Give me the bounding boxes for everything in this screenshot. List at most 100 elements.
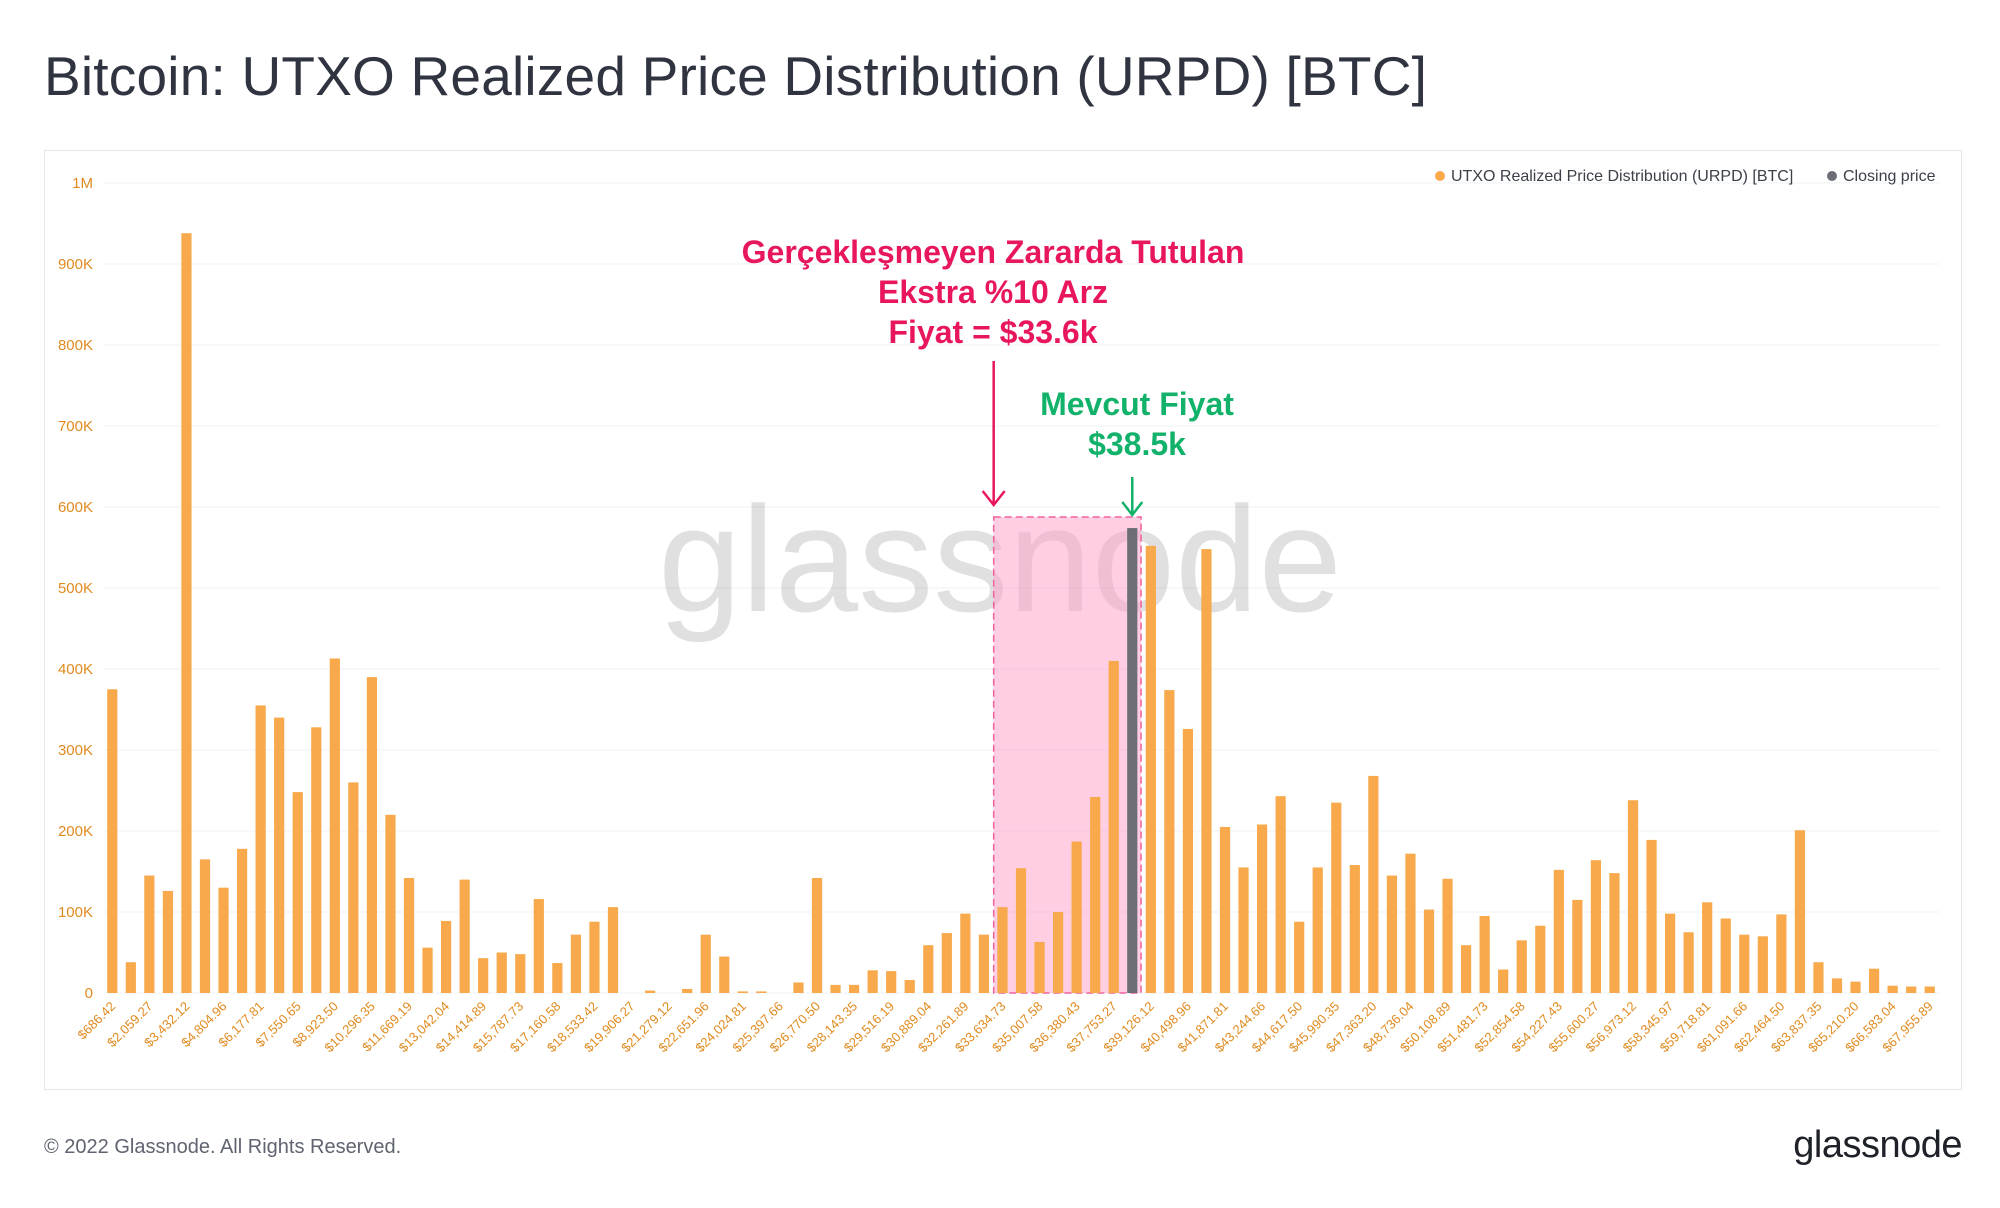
urpd-chart: 0100K200K300K400K500K600K700K800K900K1Mg… (58, 168, 1939, 1055)
y-tick-label: 300K (58, 742, 93, 759)
urpd-bar (552, 963, 563, 993)
page-title: Bitcoin: UTXO Realized Price Distributio… (44, 45, 1428, 107)
supply-arrow-head (981, 490, 1006, 508)
urpd-bar (1015, 868, 1027, 993)
urpd-bar (1368, 775, 1379, 993)
urpd-bar (144, 875, 155, 993)
y-tick-label: 1M (72, 175, 93, 192)
urpd-bar (1256, 824, 1268, 993)
urpd-bar (348, 782, 359, 993)
urpd-bar (255, 705, 266, 993)
urpd-bar (1813, 962, 1824, 993)
copyright-text: © 2022 Glassnode. All Rights Reserved. (44, 1136, 402, 1158)
y-tick-label: 0 (85, 985, 93, 1002)
supply-annotation-line: Gerçekleşmeyen Zararda Tutulan (742, 234, 1245, 270)
urpd-bar (682, 988, 693, 993)
urpd-bar (1182, 728, 1194, 993)
urpd-bar (385, 814, 396, 993)
supply-loss-highlight-band (992, 516, 1142, 994)
urpd-bar (218, 887, 229, 993)
legend-closing-price-label: Closing price (1843, 168, 1936, 185)
urpd-bar (867, 970, 878, 993)
urpd-bar (978, 934, 990, 993)
glassnode-logo: glassnode (1793, 1124, 1962, 1166)
urpd-bar (719, 956, 730, 993)
urpd-bar (533, 899, 544, 993)
y-tick-label: 800K (58, 337, 93, 354)
urpd-bar (162, 890, 174, 993)
urpd-bar (756, 991, 767, 993)
urpd-bar (181, 233, 192, 994)
urpd-bar (1442, 878, 1453, 993)
urpd-bar (1349, 865, 1360, 993)
urpd-bar (1145, 545, 1156, 993)
urpd-bar (311, 727, 322, 993)
urpd-bar (1906, 986, 1917, 993)
current-price-annotation-line: Mevcut Fiyat (1040, 386, 1234, 422)
urpd-bar (1887, 985, 1898, 993)
urpd-bar (1702, 902, 1713, 993)
urpd-bar (793, 982, 804, 993)
urpd-bar (1164, 690, 1175, 993)
current-price-annotation-line: $38.5k (1088, 426, 1186, 462)
urpd-bar (1312, 867, 1323, 993)
y-tick-label: 900K (58, 256, 93, 273)
urpd-bar (644, 990, 656, 993)
legend-closing-price-marker (1827, 171, 1837, 181)
current-price-arrow-head (1121, 501, 1144, 518)
urpd-bar (1831, 978, 1843, 993)
urpd-bar (904, 980, 915, 993)
urpd-bar (422, 947, 433, 993)
urpd-bar (1516, 940, 1527, 993)
urpd-bar (1609, 873, 1620, 993)
urpd-bar (478, 958, 489, 993)
urpd-bar (1646, 839, 1657, 993)
urpd-bar (811, 877, 823, 993)
urpd-bar (1219, 826, 1231, 993)
chart-frame: 0100K200K300K400K500K600K700K800K900K1Mg… (44, 150, 1962, 1090)
urpd-bar (1739, 934, 1750, 993)
urpd-bar (1201, 549, 1212, 993)
urpd-bar (1868, 968, 1880, 993)
urpd-bar (1850, 981, 1861, 993)
urpd-bar (1683, 932, 1694, 993)
urpd-bar (1776, 914, 1787, 993)
y-tick-label: 200K (58, 823, 93, 840)
y-tick-label: 500K (58, 580, 93, 597)
urpd-bar (1757, 936, 1768, 993)
urpd-bar (366, 677, 378, 993)
urpd-bar (1460, 945, 1472, 993)
urpd-bar (1924, 986, 1935, 993)
y-tick-label: 400K (58, 661, 93, 678)
urpd-bar (1108, 660, 1119, 993)
urpd-bar (403, 877, 415, 993)
urpd-bar (1479, 916, 1490, 993)
urpd-bar (830, 984, 841, 993)
urpd-bar (236, 848, 248, 993)
urpd-bar (274, 717, 285, 993)
urpd-bar (107, 689, 118, 993)
urpd-bar (997, 907, 1008, 993)
supply-annotation-line: Ekstra %10 Arz (878, 274, 1108, 310)
urpd-bar (440, 920, 452, 993)
legend-urpd-marker (1435, 171, 1445, 181)
urpd-bar (589, 921, 600, 993)
urpd-bar (1794, 830, 1806, 993)
urpd-bar (1498, 969, 1509, 993)
urpd-bar (459, 879, 470, 993)
urpd-bar (607, 907, 619, 993)
urpd-bar (700, 934, 711, 993)
urpd-bar (886, 971, 897, 993)
y-tick-label: 100K (58, 904, 93, 921)
supply-annotation-line: Fiyat = $33.6k (888, 314, 1097, 350)
urpd-bar (1238, 867, 1249, 993)
urpd-bar (737, 991, 748, 993)
urpd-bar (199, 859, 211, 993)
urpd-bar (515, 954, 526, 993)
urpd-bar (329, 658, 340, 993)
urpd-bar (1553, 869, 1564, 993)
urpd-bar (1664, 913, 1676, 993)
legend-urpd-label: UTXO Realized Price Distribution (URPD) … (1451, 168, 1793, 185)
urpd-bar (941, 933, 952, 993)
urpd-bar (848, 984, 860, 993)
